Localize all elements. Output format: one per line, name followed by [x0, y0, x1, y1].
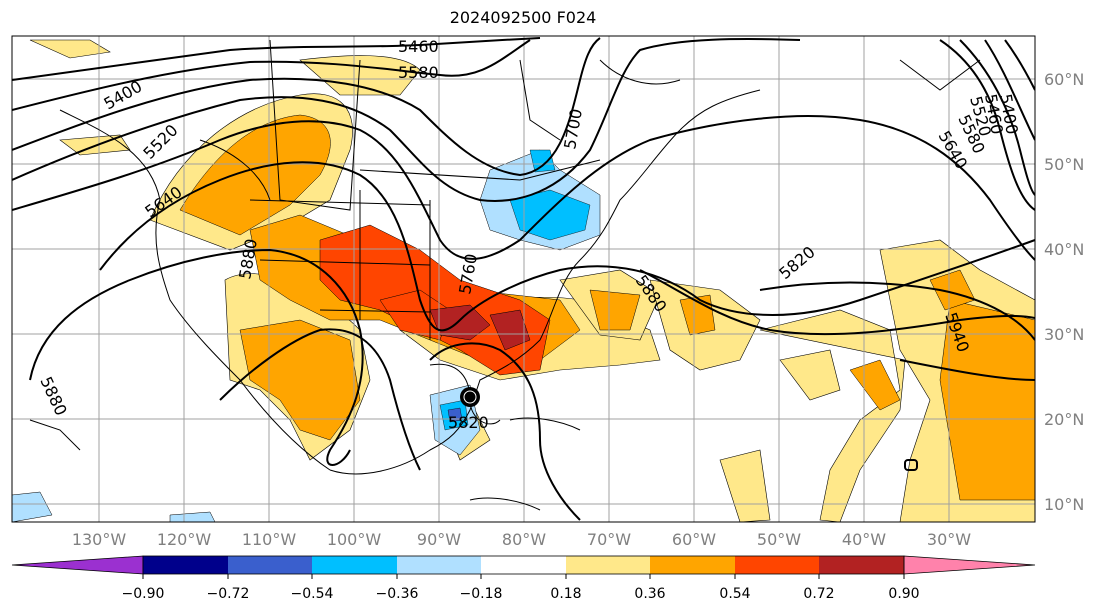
lon-label: 60°W — [672, 530, 716, 549]
colorbar-tick-label: −0.72 — [207, 586, 250, 602]
lon-label: 90°W — [417, 530, 461, 549]
colorbar-tick-label: 0.72 — [803, 586, 834, 602]
colorbar-bin — [819, 556, 904, 574]
colorbar-bin — [735, 556, 819, 574]
lon-label: 80°W — [502, 530, 546, 549]
map-border — [11, 35, 1036, 523]
colorbar-tick-label: 0.18 — [550, 586, 581, 602]
colorbar-bin — [228, 556, 312, 574]
lon-label: 120°W — [157, 530, 212, 549]
lon-label: 40°W — [842, 530, 886, 549]
colorbar-tick-label: 0.54 — [719, 586, 750, 602]
colorbar-bin — [397, 556, 481, 574]
lat-label: 20°N — [1044, 410, 1084, 429]
colorbar-tick-label: 0.36 — [634, 586, 665, 602]
storm-center-marker — [460, 387, 480, 407]
anomaly-fill-darkred — [429, 304, 531, 351]
map-title: 2024092500 F024 — [449, 8, 597, 27]
colorbar-bin — [650, 556, 735, 574]
colorbar-tick-label: −0.90 — [122, 586, 165, 602]
lon-label: 100°W — [327, 530, 382, 549]
colorbar-bin — [143, 556, 228, 574]
colorbar-min-arrow — [11, 555, 144, 575]
coastlines — [29, 39, 981, 511]
colorbar: −0.90 −0.72 −0.54 −0.36 −0.18 0.18 0.36 … — [11, 555, 1036, 602]
contour-label: 5580 — [398, 63, 439, 82]
colorbar-tick-label: −0.54 — [291, 586, 334, 602]
lon-label: 130°W — [72, 530, 127, 549]
lon-label: 110°W — [242, 530, 297, 549]
anomaly-fill-red — [319, 224, 551, 376]
colorbar-bin — [566, 556, 650, 574]
contour-label: 5460 — [398, 37, 439, 56]
small-closed-contour — [904, 459, 918, 471]
colorbar-bin — [312, 556, 397, 574]
colorbar-tick-label: −0.18 — [460, 586, 503, 602]
lat-label: 60°N — [1044, 70, 1084, 89]
height-contours — [12, 37, 1035, 521]
lat-label: 40°N — [1044, 240, 1084, 259]
contour-label: 5820 — [448, 413, 489, 432]
lon-label: 30°W — [927, 530, 971, 549]
lat-label: 10°N — [1044, 495, 1084, 514]
lat-label: 50°N — [1044, 155, 1084, 174]
lon-label: 70°W — [587, 530, 631, 549]
lat-label: 30°N — [1044, 325, 1084, 344]
colorbar-tick-label: −0.36 — [376, 586, 419, 602]
colorbar-bin — [481, 556, 566, 574]
colorbar-frame — [142, 555, 905, 575]
lon-label: 50°W — [757, 530, 801, 549]
colorbar-tick-label: 0.90 — [888, 586, 919, 602]
colorbar-max-arrow — [903, 555, 1036, 575]
